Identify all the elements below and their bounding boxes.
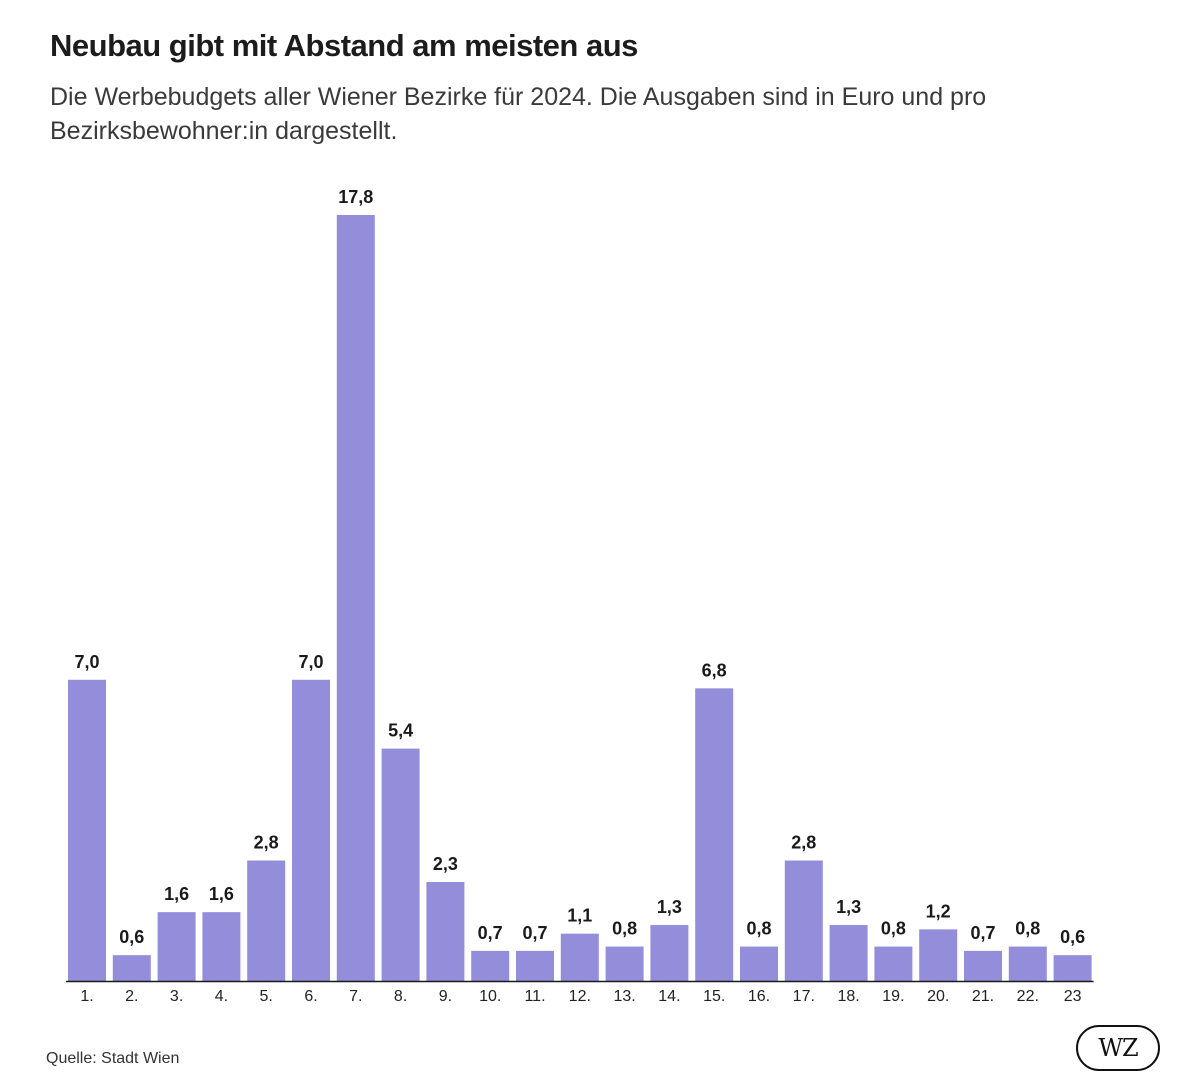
value-label-11: 0,7: [522, 923, 547, 943]
value-label-21: 0,7: [970, 923, 995, 943]
x-tick-label-1: 1.: [80, 988, 93, 1005]
x-tick-label-6: 6.: [304, 988, 317, 1005]
x-tick-label-17: 17.: [793, 988, 815, 1005]
x-tick-label-11: 11.: [524, 988, 545, 1005]
value-label-6: 7,0: [298, 652, 323, 672]
x-tick-label-13: 13.: [613, 988, 635, 1005]
bar-10: [471, 950, 510, 981]
bar-20: [919, 929, 958, 981]
bar-3: [157, 912, 196, 981]
value-label-12: 1,1: [567, 906, 592, 926]
x-tick-label-22: 22.: [1017, 988, 1039, 1005]
x-tick-label-7: 7.: [349, 988, 362, 1005]
x-tick-label-9: 9.: [439, 988, 452, 1005]
chart-subtitle: Die Werbebudgets aller Wiener Bezirke fü…: [50, 83, 987, 145]
bar-6: [292, 679, 330, 981]
x-tick-label-4: 4.: [215, 988, 228, 1005]
value-label-23: 0,6: [1060, 927, 1085, 947]
value-label-1: 7,0: [74, 652, 99, 672]
bar-8: [381, 748, 420, 981]
value-label-7: 17,8: [338, 187, 373, 207]
x-tick-label-19: 19.: [882, 988, 904, 1005]
value-label-2: 0,6: [119, 927, 144, 947]
value-labels-group: 7,0 0,6 1,6 1,6 2,8 7,0 17,8 5,4 2,3 0,7 0,7 1,1 0,8…: [74, 187, 1085, 947]
value-label-16: 0,8: [746, 919, 771, 939]
value-label-13: 0,8: [612, 919, 637, 939]
value-label-15: 6,8: [702, 660, 727, 680]
x-tick-label-16: 16.: [748, 988, 770, 1005]
x-tick-labels-group: 1. 2. 3. 4. 5. 6. 7. 8. 9. 10. 11. 12. 13. 14. 15. 16. 1…: [80, 988, 1081, 1005]
bar-12: [560, 933, 599, 981]
bar-22: [1008, 946, 1047, 981]
value-label-19: 0,8: [881, 919, 906, 939]
value-label-3: 1,6: [164, 884, 189, 904]
bar-4: [202, 912, 241, 981]
bar-2: [112, 955, 151, 981]
bar-21: [964, 950, 1002, 981]
x-tick-label-8: 8.: [394, 988, 407, 1005]
bars-group: [68, 215, 1092, 981]
bar-11: [516, 950, 554, 981]
bar-14: [650, 925, 689, 981]
bar-16: [740, 946, 778, 981]
chart-title: Neubau gibt mit Abstand am meisten aus: [50, 28, 638, 63]
bar-17: [784, 860, 823, 981]
x-tick-label-12: 12.: [569, 988, 591, 1005]
x-tick-label-21: 21.: [972, 988, 994, 1005]
x-tick-label-23: 23: [1064, 988, 1082, 1005]
x-tick-label-5: 5.: [260, 988, 273, 1005]
x-tick-label-10: 10.: [479, 988, 501, 1005]
value-label-17: 2,8: [791, 833, 816, 853]
bar-9: [426, 882, 465, 981]
value-label-5: 2,8: [254, 833, 279, 853]
bar-1: [68, 679, 106, 981]
value-label-9: 2,3: [433, 854, 458, 874]
value-label-14: 1,3: [657, 897, 682, 917]
bar-19: [874, 946, 913, 981]
x-tick-label-15: 15.: [703, 988, 725, 1005]
value-label-18: 1,3: [836, 897, 861, 917]
value-label-8: 5,4: [388, 721, 413, 741]
value-label-22: 0,8: [1015, 919, 1040, 939]
x-tick-label-18: 18.: [837, 988, 859, 1005]
source-note: Quelle: Stadt Wien: [46, 1050, 180, 1067]
value-label-10: 0,7: [478, 923, 503, 943]
x-tick-label-2: 2.: [125, 988, 138, 1005]
bar-15: [695, 688, 734, 981]
bar-7: [336, 215, 375, 981]
bar-5: [247, 860, 286, 981]
bar-13: [605, 946, 644, 981]
x-tick-label-20: 20.: [927, 988, 949, 1005]
x-tick-label-3: 3.: [170, 988, 183, 1005]
wz-logo[interactable]: WZ: [1076, 1025, 1160, 1071]
bar-18: [829, 925, 868, 981]
value-label-20: 1,2: [926, 901, 951, 921]
value-label-4: 1,6: [209, 884, 234, 904]
bar-23: [1053, 955, 1092, 981]
x-tick-label-14: 14.: [658, 988, 680, 1005]
